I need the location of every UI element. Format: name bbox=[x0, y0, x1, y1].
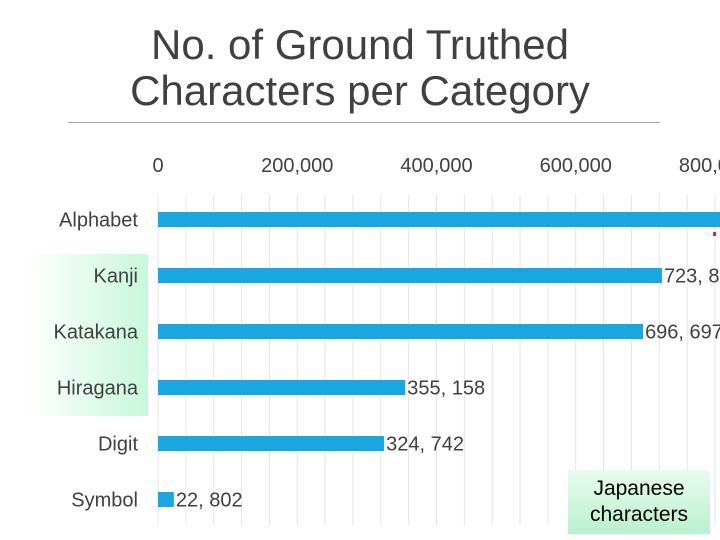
category-label-kanji: Kanji bbox=[94, 266, 138, 288]
category-label-digit: Digit bbox=[98, 434, 138, 456]
chart-title: No. of Ground Truthed Characters per Cat… bbox=[60, 22, 660, 114]
bar-kanji bbox=[158, 268, 662, 283]
japanese-categories-highlight bbox=[26, 254, 148, 416]
note-line1: Japanese bbox=[593, 477, 685, 500]
data-label-hiragana: 355, 158 bbox=[407, 378, 485, 400]
bar-katakana bbox=[158, 324, 644, 339]
category-labels: Alphabet Kanji Katakana Hiragana Digit Symbol bbox=[53, 210, 138, 512]
category-label-katakana: Katakana bbox=[53, 322, 138, 344]
gridlines bbox=[157, 195, 716, 525]
x-tick-label: 800,000 bbox=[679, 155, 720, 177]
category-label-symbol: Symbol bbox=[71, 490, 138, 512]
x-tick-label: 200,000 bbox=[261, 155, 333, 177]
x-axis-ticks: 0 200,000 400,000 600,000 800,000 bbox=[152, 155, 720, 177]
title-divider bbox=[68, 122, 660, 123]
bars bbox=[158, 212, 720, 507]
chart-title-line2: Characters per Category bbox=[130, 67, 590, 114]
data-label-symbol: 22, 802 bbox=[176, 490, 243, 512]
data-label-kanji: 723, 805 bbox=[664, 266, 720, 288]
data-label-digit: 324, 742 bbox=[386, 434, 464, 456]
bar-symbol bbox=[158, 492, 174, 507]
bar-alphabet bbox=[158, 212, 720, 227]
x-tick-label: 0 bbox=[152, 155, 163, 177]
category-label-alphabet: Alphabet bbox=[59, 210, 138, 232]
chart-title-line1: No. of Ground Truthed bbox=[151, 21, 569, 68]
note-line2: characters bbox=[589, 503, 689, 526]
x-tick-label: 400,000 bbox=[400, 155, 472, 177]
category-label-hiragana: Hiragana bbox=[57, 378, 139, 400]
x-tick-label: 600,000 bbox=[540, 155, 612, 177]
data-label-katakana: 696, 697 bbox=[645, 322, 720, 344]
bar-digit bbox=[158, 436, 385, 451]
bar-hiragana bbox=[158, 380, 406, 395]
japanese-characters-note: Japanese characters bbox=[568, 470, 710, 534]
